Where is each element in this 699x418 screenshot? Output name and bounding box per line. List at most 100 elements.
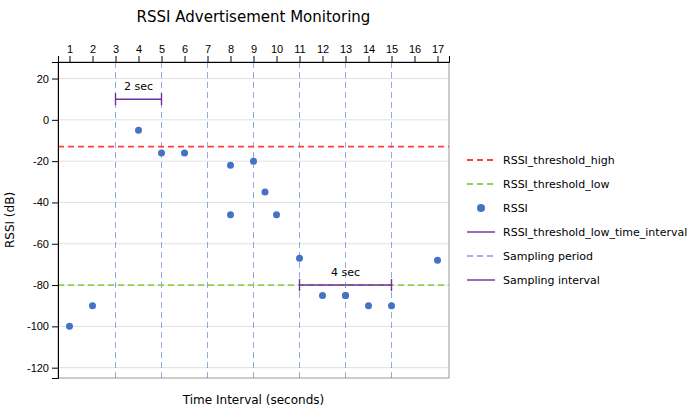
tick-label: 10 (271, 43, 283, 55)
tick-mark (70, 56, 71, 62)
tick-mark (52, 368, 58, 369)
legend-swatch (467, 159, 495, 161)
tick-mark (438, 56, 439, 62)
bracket-end (161, 93, 162, 105)
marks (58, 62, 449, 378)
tick: 9 (251, 43, 257, 62)
tick: 15 (386, 43, 398, 62)
tick: 20 (37, 73, 58, 85)
tick: 13 (340, 43, 352, 62)
legend-swatch (467, 231, 495, 232)
bracket-end (391, 279, 392, 291)
tick: 14 (363, 43, 375, 62)
tick: 5 (159, 43, 165, 62)
y-axis-title: RSSI (dB) (3, 192, 17, 248)
tick-mark (346, 56, 347, 62)
tick: 17 (432, 43, 444, 62)
sampling-line (345, 62, 346, 378)
axis-line (52, 63, 59, 379)
bracket-label: 2 sec (124, 80, 153, 93)
data-point (342, 292, 349, 299)
threshold-line (58, 284, 449, 286)
tick: -40 (33, 196, 58, 208)
tick: 10 (271, 43, 283, 62)
sampling-line (161, 62, 162, 378)
tick-label: -60 (33, 238, 49, 250)
tick-label: 4 (136, 43, 142, 55)
data-point (66, 323, 73, 330)
tick-mark (208, 56, 209, 62)
data-point (227, 211, 234, 218)
tick-mark (369, 56, 370, 62)
data-point (273, 211, 280, 218)
tick-label: 20 (37, 73, 49, 85)
tick: 0 (43, 114, 58, 126)
tick-mark (162, 56, 163, 62)
legend-swatch (467, 183, 495, 185)
plot-frame (58, 62, 449, 378)
data-point (342, 292, 349, 299)
sampling-line (253, 62, 254, 378)
data-point (319, 292, 326, 299)
tick-mark (185, 56, 186, 62)
tick-mark (52, 161, 58, 162)
tick: 16 (409, 43, 421, 62)
legend-item: Sampling interval (467, 274, 600, 287)
axis-line (59, 56, 450, 63)
tick-label: 2 (90, 43, 96, 55)
tick-mark (300, 56, 301, 62)
legend-swatch (467, 279, 495, 280)
sampling-line (207, 62, 208, 378)
data-point (434, 257, 441, 264)
sampling-line (299, 62, 300, 378)
tick-mark (52, 120, 58, 121)
grid-line (58, 78, 449, 79)
tick-label: 6 (182, 43, 188, 55)
tick-label: -100 (27, 320, 49, 332)
tick-mark (93, 56, 94, 62)
tick-label: -20 (33, 155, 49, 167)
tick-label: 16 (409, 43, 421, 55)
tick-label: 17 (432, 43, 444, 55)
tick-label: -40 (33, 196, 49, 208)
tick: -60 (33, 238, 58, 250)
tick-mark (277, 56, 278, 62)
legend-item: RSSI_threshold_high (467, 154, 615, 167)
data-point (250, 158, 257, 165)
bracket-line (300, 284, 392, 285)
tick-mark (52, 326, 58, 327)
tick-mark (231, 56, 232, 62)
tick-label: -120 (27, 362, 49, 374)
legend-swatch (477, 204, 485, 212)
tick-label: 13 (340, 43, 352, 55)
data-point (296, 255, 303, 262)
tick-label: 1 (67, 43, 73, 55)
grid-line (58, 285, 449, 286)
legend-label: RSSI_threshold_low (503, 178, 609, 191)
legend-item: RSSI_threshold_low (467, 178, 609, 191)
legend: RSSI_threshold_high RSSI_threshold_low RSS… (467, 154, 687, 287)
sampling-line (391, 62, 392, 378)
legend-item: Sampling period (467, 250, 593, 263)
tick: -100 (27, 320, 58, 332)
tick-mark (392, 56, 393, 62)
tick: 11 (294, 43, 305, 62)
tick-label: 9 (251, 43, 257, 55)
tick-label: -80 (33, 279, 49, 291)
tick-mark (139, 56, 140, 62)
tick-label: 3 (113, 43, 119, 55)
legend-swatch (467, 255, 495, 256)
tick: 4 (136, 43, 142, 62)
data-point (388, 302, 395, 309)
chart: 4 sec2 sec-120-100-80-60-40-200201234567… (0, 0, 699, 418)
tick: 12 (317, 43, 329, 62)
tick-label: 14 (363, 43, 375, 55)
tick: -120 (27, 362, 58, 374)
data-point (227, 162, 234, 169)
tick-label: 11 (294, 43, 305, 55)
annotations: 4 sec2 sec (124, 80, 360, 279)
legend-item: RSSI (477, 202, 528, 215)
tick: 2 (90, 43, 96, 62)
legend-label: RSSI_threshold_low_time_interval (503, 226, 687, 239)
bracket-end (115, 93, 116, 105)
